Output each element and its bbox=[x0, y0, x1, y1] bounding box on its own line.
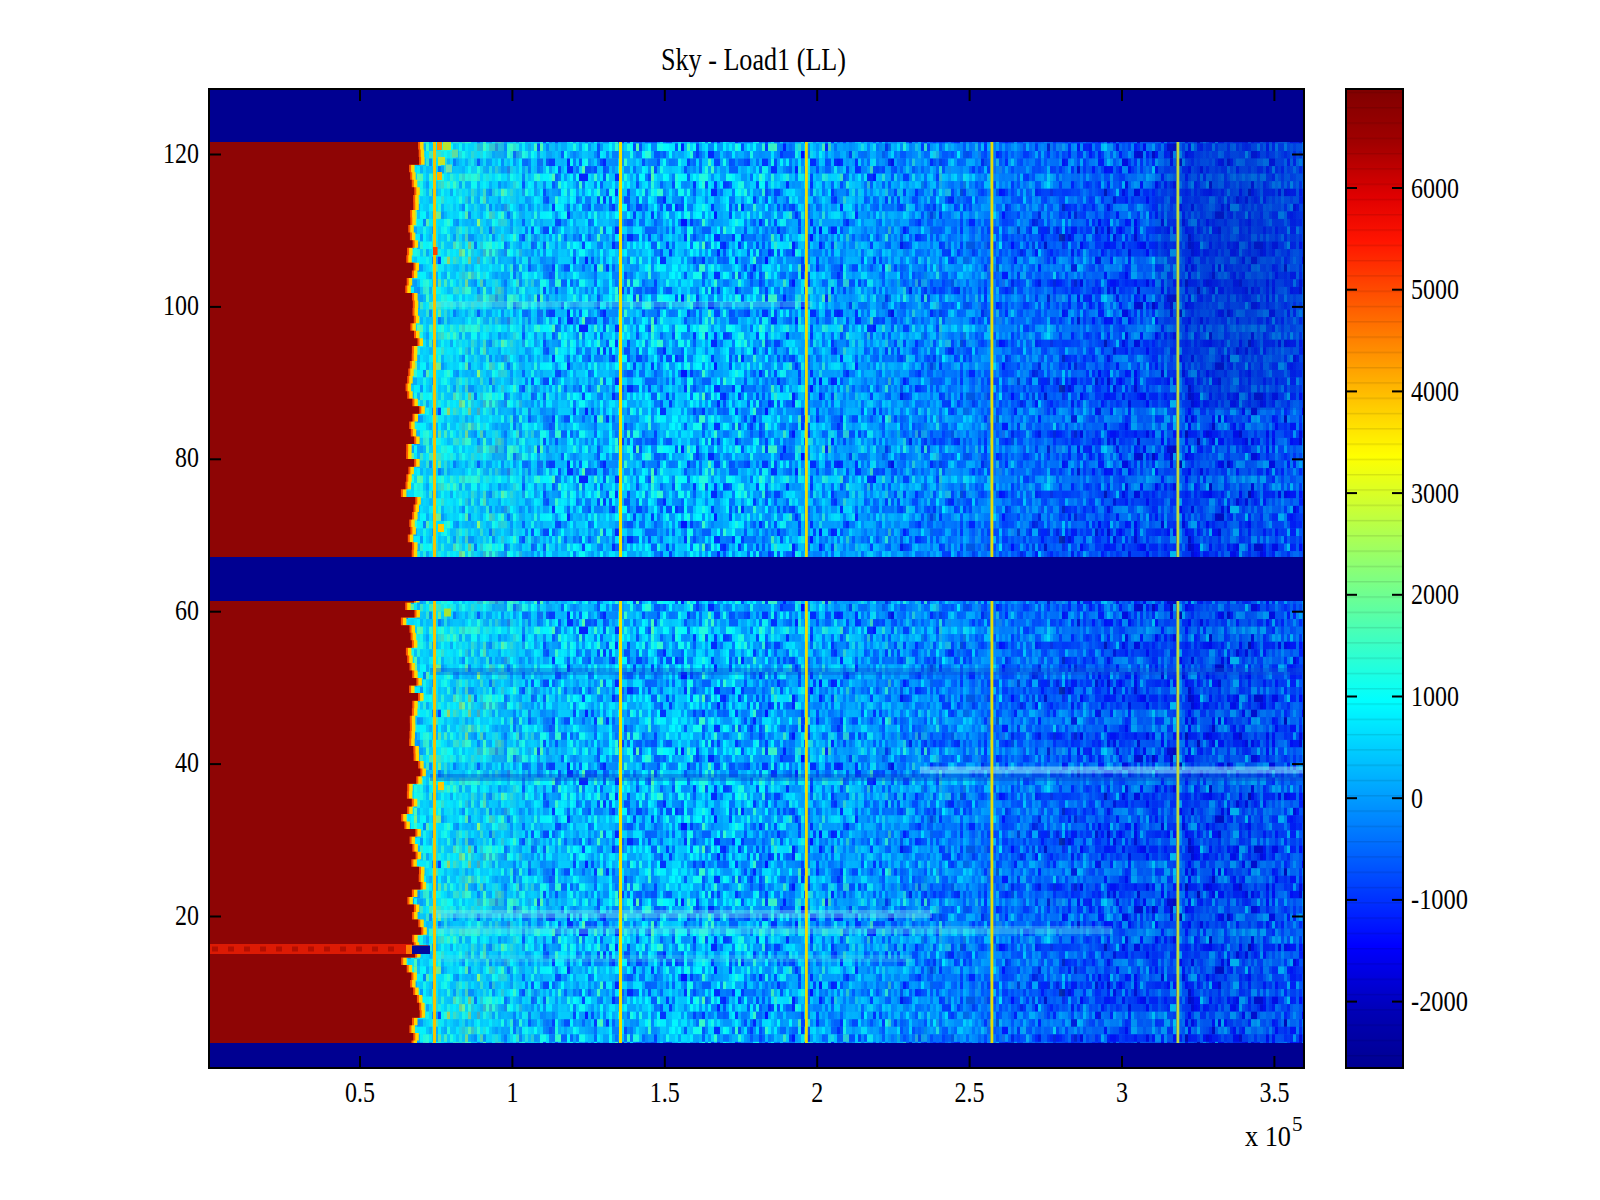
svg-text:1.5: 1.5 bbox=[650, 1076, 680, 1108]
svg-text:1000: 1000 bbox=[1411, 680, 1459, 712]
svg-text:3.5: 3.5 bbox=[1259, 1076, 1289, 1108]
svg-text:0.5: 0.5 bbox=[345, 1076, 375, 1108]
svg-text:6000: 6000 bbox=[1411, 172, 1459, 204]
svg-text:2.5: 2.5 bbox=[955, 1076, 985, 1108]
svg-text:Sky - Load1 (LL): Sky - Load1 (LL) bbox=[661, 41, 846, 77]
svg-text:-2000: -2000 bbox=[1411, 985, 1468, 1017]
svg-text:0: 0 bbox=[1411, 782, 1423, 814]
svg-text:60: 60 bbox=[175, 594, 199, 626]
svg-text:2: 2 bbox=[811, 1076, 823, 1108]
svg-text:5000: 5000 bbox=[1411, 273, 1459, 305]
svg-text:x 10: x 10 bbox=[1245, 1120, 1291, 1152]
svg-text:-1000: -1000 bbox=[1411, 883, 1468, 915]
svg-text:80: 80 bbox=[175, 441, 199, 473]
svg-text:100: 100 bbox=[163, 289, 199, 321]
svg-text:40: 40 bbox=[175, 746, 199, 778]
svg-text:4000: 4000 bbox=[1411, 375, 1459, 407]
svg-text:5: 5 bbox=[1292, 1112, 1303, 1136]
svg-text:120: 120 bbox=[163, 137, 199, 169]
svg-text:3: 3 bbox=[1116, 1076, 1128, 1108]
svg-text:1: 1 bbox=[506, 1076, 518, 1108]
svg-text:3000: 3000 bbox=[1411, 477, 1459, 509]
svg-text:20: 20 bbox=[175, 899, 199, 931]
svg-text:2000: 2000 bbox=[1411, 578, 1459, 610]
